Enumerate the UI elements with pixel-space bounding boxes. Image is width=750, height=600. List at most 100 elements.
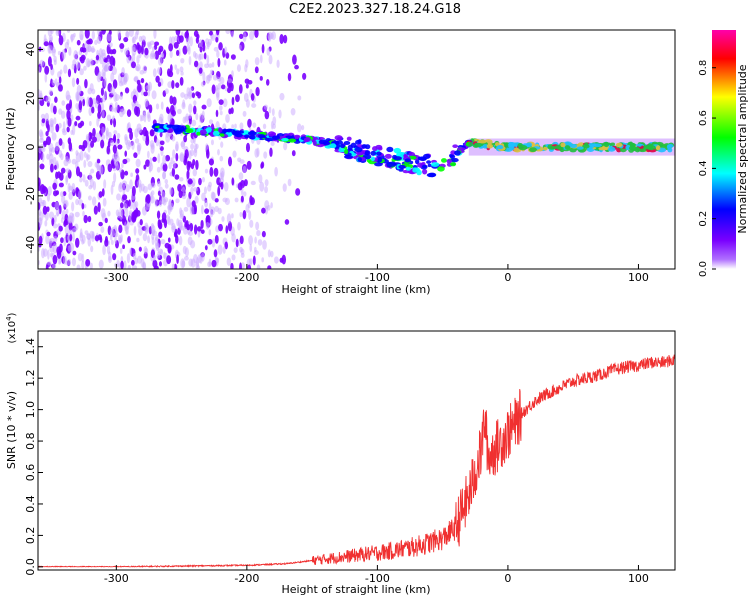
spectrogram-noise-cell — [142, 206, 147, 216]
spectrogram-noise-cell — [89, 58, 94, 67]
spectrogram-noise-cell — [58, 35, 64, 46]
spectrogram-noise-cell — [252, 122, 257, 128]
snr-y-tick-label: 0.4 — [24, 495, 37, 513]
spectrogram-noise-cell — [268, 54, 273, 65]
spectrogram-noise-cell — [54, 78, 58, 86]
spectrogram-noise-cell — [208, 119, 214, 125]
spectrogram-noise-cell — [80, 54, 86, 61]
spectrogram-signal-cell — [518, 144, 528, 151]
spectrogram-noise-cell — [79, 34, 84, 41]
spectrogram-signal-cell — [172, 125, 179, 130]
spectrogram-noise-cell — [169, 104, 175, 116]
spectrogram-noise-cell — [96, 158, 101, 164]
spectrogram-noise-cell — [75, 237, 80, 248]
spectrogram-noise-cell — [157, 219, 161, 229]
spectrogram-noise-cell — [122, 158, 128, 165]
spectrogram-marks — [38, 30, 675, 269]
spectrogram-noise-cell — [149, 195, 155, 204]
spectrogram-noise-cell — [157, 190, 161, 196]
spectrogram-noise-cell — [102, 244, 106, 256]
spectrogram-noise-cell — [235, 238, 239, 248]
spectrogram-noise-cell — [127, 127, 133, 133]
spectrogram-noise-cell — [151, 90, 157, 100]
spectrogram-signal-cell — [334, 135, 343, 141]
spectrogram-noise-cell — [187, 179, 193, 185]
spectrogram-noise-cell — [71, 77, 76, 88]
spectrogram-noise-cell — [171, 79, 175, 89]
spectrogram-noise-cell — [79, 68, 84, 76]
spectrogram-noise-cell — [48, 44, 54, 54]
spectrogram-noise-cell — [137, 221, 141, 228]
spectrogram-noise-cell — [242, 191, 247, 197]
spectrogram-noise-cell — [46, 261, 52, 266]
spectrogram-noise-cell — [138, 246, 142, 252]
spectrogram-noise-cell — [136, 55, 140, 64]
spectrogram-noise-cell — [222, 197, 228, 203]
spectrogram-signal-cell — [346, 136, 352, 141]
spectrogram-signal-cell — [457, 147, 466, 151]
spectrogram-noise-cell — [81, 253, 85, 263]
spectrogram-noise-cell — [159, 140, 165, 146]
spectrogram-signal-cell — [465, 141, 474, 147]
spectrogram-noise-cell — [186, 224, 190, 231]
snr-y-tick-label: 0.6 — [24, 464, 37, 482]
spectrogram-noise-cell — [55, 30, 60, 36]
spectrogram-noise-cell — [198, 61, 203, 70]
spectrogram-noise-cell — [100, 139, 105, 149]
spectrogram-signal-cell — [560, 142, 566, 148]
spectrogram-noise-cell — [201, 176, 206, 183]
spectrogram-noise-cell — [261, 43, 265, 54]
spectrogram-signal-cell — [231, 130, 238, 135]
spectrogram-signal-cell — [412, 167, 419, 173]
spectrogram-noise-cell — [180, 71, 184, 76]
spectrogram-noise-cell — [91, 136, 97, 143]
spectrogram-signal-cell — [603, 141, 610, 148]
spectrogram-noise-cell — [109, 49, 114, 55]
spectrogram-noise-cell — [94, 161, 99, 168]
spectrogram-noise-cell — [196, 65, 200, 71]
spectrogram-signal-cell — [166, 124, 174, 129]
spectrogram-noise-cell — [211, 84, 216, 95]
spectrogram-signal-cell — [219, 133, 225, 137]
spectrogram-noise-cell — [218, 99, 224, 105]
spectrogram-noise-cell — [53, 214, 57, 223]
spectrogram-noise-cell — [118, 224, 123, 234]
spectrogram-noise-cell — [81, 234, 86, 244]
spectrogram-noise-cell — [193, 50, 197, 58]
spectrogram-noise-cell — [108, 131, 112, 139]
spectrogram-noise-cell — [130, 172, 133, 178]
spectrogram-signal-cell — [237, 130, 245, 134]
spectrogram-noise-cell — [152, 259, 158, 268]
spectrogram-noise-cell — [271, 108, 275, 116]
spectrogram-noise-cell — [200, 229, 205, 234]
spectrogram-signal-cell — [343, 140, 351, 145]
spectrogram-noise-cell — [175, 234, 179, 244]
spectrogram-noise-cell — [89, 132, 93, 140]
spectrogram-y-tick-label: 20 — [24, 91, 37, 105]
spectrogram-noise-cell — [77, 190, 82, 200]
spectrogram-noise-cell — [125, 31, 130, 38]
spectrogram-noise-cell — [239, 122, 244, 130]
spectrogram-noise-cell — [136, 42, 140, 51]
spectrogram-signal-cell — [386, 146, 394, 153]
spectrogram-noise-cell — [259, 75, 263, 81]
spectrogram-noise-cell — [124, 87, 130, 94]
spectrogram-noise-cell — [38, 235, 43, 245]
spectrogram-signal-cell — [615, 142, 623, 148]
spectrogram-noise-cell — [91, 196, 97, 206]
spectrogram-noise-cell — [190, 143, 195, 150]
spectrogram-signal-cell — [249, 135, 256, 140]
spectrogram-noise-cell — [46, 153, 50, 160]
snr-x-tick-label: -200 — [234, 572, 259, 585]
spectrogram-noise-cell — [105, 130, 109, 141]
spectrogram-noise-cell — [186, 87, 190, 97]
spectrogram-noise-cell — [131, 36, 135, 44]
spectrogram-signal-cell — [366, 158, 372, 163]
spectrogram-noise-cell — [131, 185, 136, 197]
spectrogram-noise-cell — [227, 221, 233, 232]
spectrogram-noise-cell — [127, 264, 132, 269]
spectrogram-noise-cell — [167, 245, 172, 254]
spectrogram-noise-cell — [217, 244, 223, 255]
spectrogram-signal-cell — [226, 128, 233, 133]
spectrogram-signal-cell — [377, 156, 383, 163]
